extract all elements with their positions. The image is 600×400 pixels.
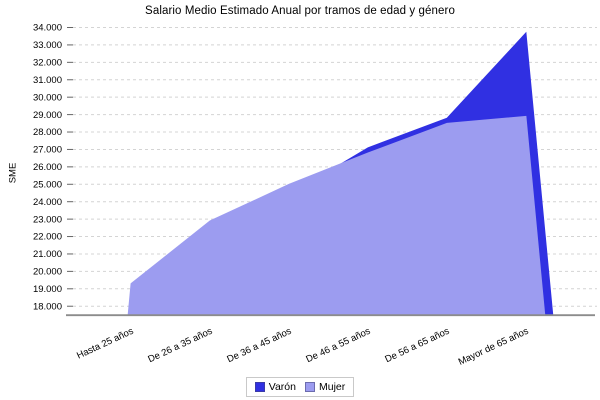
x-tick-label: De 36 a 45 años [225,326,293,366]
y-tick-label: 27.000 [33,145,62,156]
y-tick-label: 33.000 [33,40,62,51]
y-tick-label: 26.000 [33,162,62,173]
y-tick-label: 24.000 [33,197,62,208]
y-tick-label: 23.000 [33,214,62,225]
y-tick-label: 21.000 [33,249,62,260]
area-mujer [127,115,546,315]
y-tick-label: 28.000 [33,127,62,138]
varon-swatch [254,382,265,392]
y-tick-label: 30.000 [33,92,62,103]
y-tick-label: 19.000 [33,284,62,295]
mujer-swatch [304,382,315,392]
y-tick-label: 34.000 [33,23,62,34]
legend-box: Varón Mujer [245,377,355,397]
legend-item-mujer: Mujer [304,381,346,393]
y-tick-label: 32.000 [33,58,62,69]
y-tick-label: 25.000 [33,179,62,190]
legend-label-mujer: Mujer [318,381,346,393]
legend-item-varon: Varón [254,381,296,393]
x-tick-label: De 46 a 55 años [304,326,372,366]
legend-label-varon: Varón [268,381,296,393]
y-tick-label: 18.000 [33,301,62,312]
x-tick-label: De 56 a 65 años [383,326,451,366]
y-tick-label: 22.000 [33,232,62,243]
y-tick-label: 29.000 [33,110,62,121]
x-tick-label: De 26 a 35 años [146,326,214,366]
y-tick-label: 31.000 [33,75,62,86]
chart-title: Salario Medio Estimado Anual por tramos … [145,5,455,17]
x-tick-label: Mayor de 65 años [457,326,531,368]
legend: Varón Mujer [0,377,600,397]
y-tick-label: 20.000 [33,267,62,278]
x-tick-label: Hasta 25 años [75,326,135,362]
